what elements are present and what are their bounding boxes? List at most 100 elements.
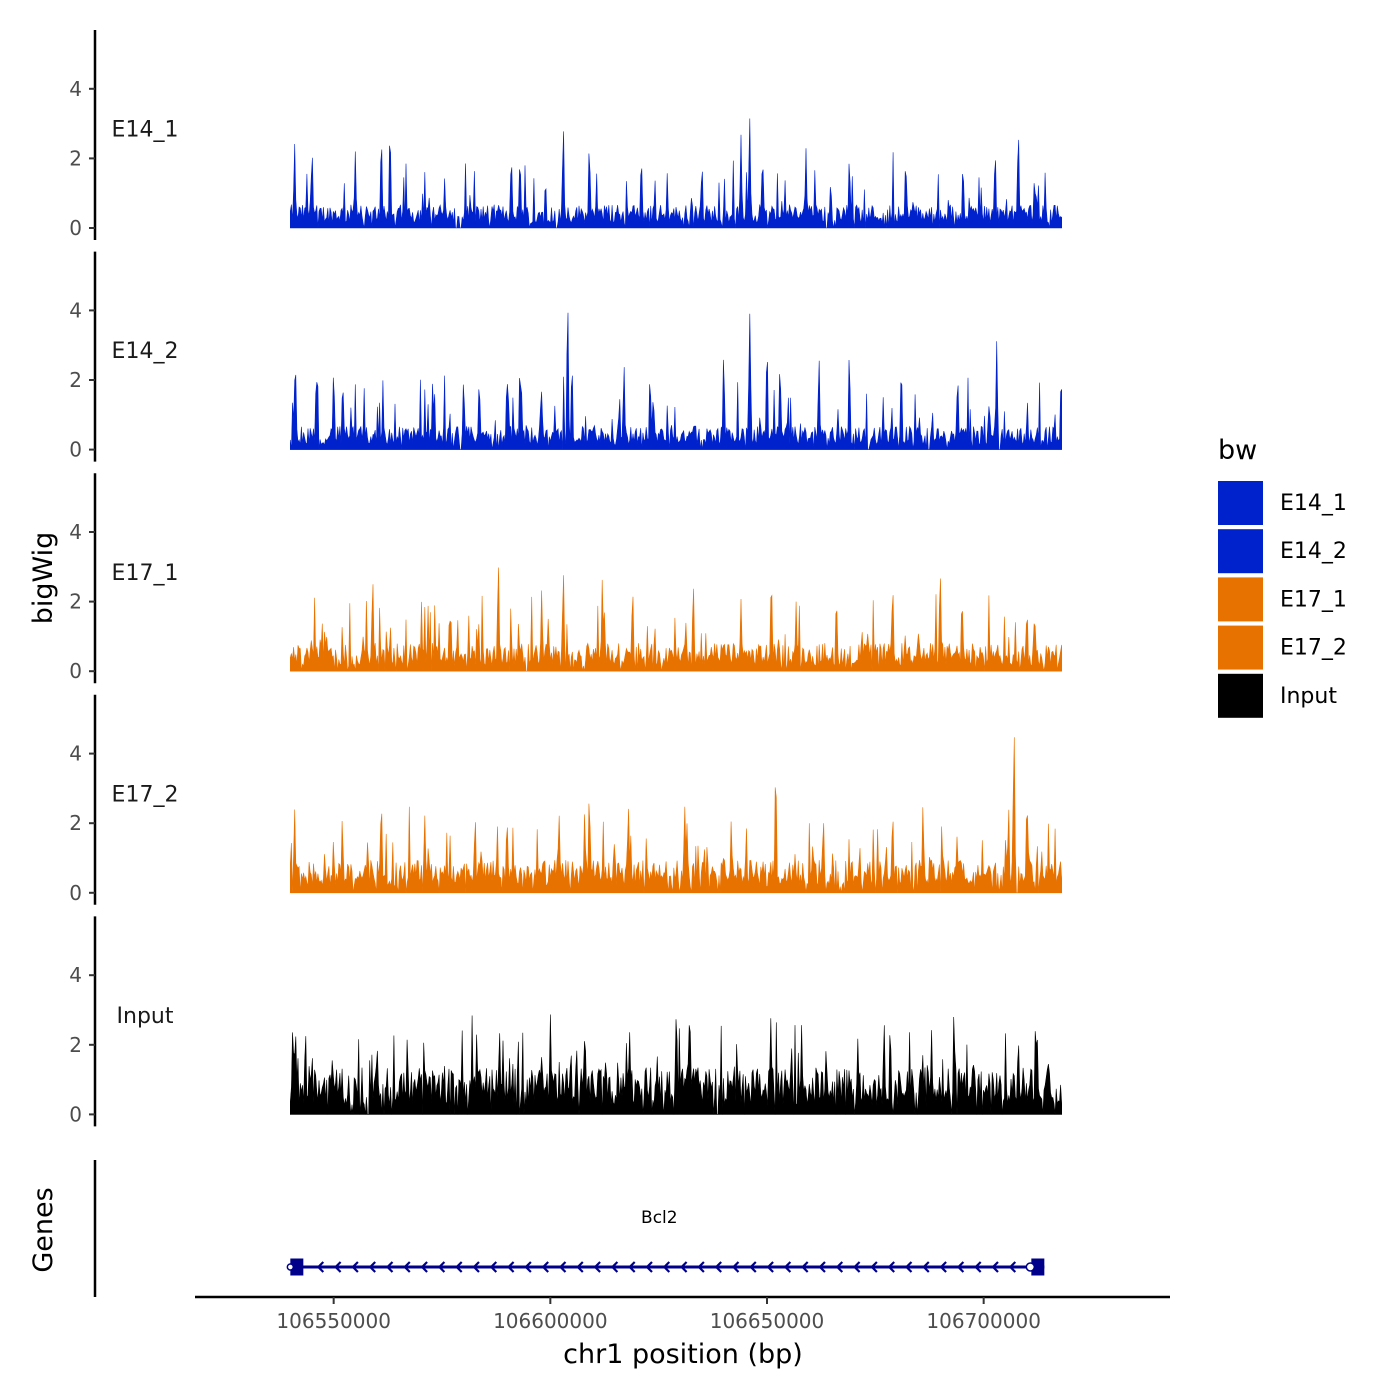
track-label: E17_1	[112, 561, 179, 586]
strand-arrow	[507, 1261, 515, 1273]
legend-item-E17_2: E17_2	[1218, 625, 1347, 670]
strand-arrow	[904, 1261, 913, 1273]
y-tick-label: 2	[69, 811, 82, 835]
signal-area-E14_2	[290, 312, 1062, 450]
signal-area-E17_1	[290, 567, 1062, 672]
x-tick-label: 106550000	[276, 1309, 391, 1333]
legend: bw E14_1 E14_2 E17_1 E17_2 Input	[1218, 435, 1347, 718]
strand-arrow	[524, 1261, 532, 1273]
y-tick-label: 0	[69, 659, 82, 683]
strand-arrow	[1008, 1261, 1017, 1273]
legend-label: E14_2	[1280, 539, 1347, 564]
strand-arrow	[558, 1261, 567, 1273]
signal-area-E17_2	[290, 737, 1062, 894]
legend-title: bw	[1218, 435, 1257, 466]
strand-arrow	[766, 1261, 774, 1273]
genes-axis-title: Genes	[28, 1187, 59, 1272]
strand-arrow	[956, 1261, 965, 1273]
legend-item-E17_1: E17_1	[1218, 577, 1347, 622]
y-axis-title: bigWig	[28, 532, 59, 625]
strand-arrow	[818, 1261, 826, 1273]
y-tick-label: 0	[69, 438, 82, 462]
strand-arrow	[887, 1261, 895, 1273]
strand-arrow	[334, 1261, 342, 1273]
legend-swatch	[1218, 481, 1263, 525]
strand-arrow	[437, 1261, 446, 1273]
strand-arrow	[593, 1261, 601, 1273]
strand-arrow	[974, 1261, 982, 1273]
strand-arrow	[714, 1261, 722, 1273]
legend-item-E14_2: E14_2	[1218, 529, 1347, 574]
strand-arrow	[351, 1261, 359, 1273]
legend-swatch	[1218, 577, 1263, 622]
strand-arrow	[385, 1261, 394, 1273]
y-tick-label: 0	[69, 216, 82, 240]
gene-end-marker	[1025, 1262, 1036, 1272]
strand-arrow	[472, 1261, 480, 1273]
signal-area-Input	[290, 1014, 1062, 1115]
strand-arrow	[922, 1261, 930, 1273]
signal-area-E14_1	[290, 118, 1062, 229]
y-tick-label: 2	[69, 368, 82, 392]
exon	[290, 1258, 304, 1276]
strand-arrow	[645, 1261, 653, 1273]
gene-start-marker	[286, 1263, 295, 1271]
y-tick-label: 4	[69, 77, 82, 101]
legend-item-E14_1: E14_1	[1218, 481, 1347, 525]
x-tick-label: 106700000	[926, 1309, 1041, 1333]
strand-arrow	[541, 1261, 549, 1273]
strand-arrow	[316, 1261, 325, 1273]
strand-arrow	[368, 1261, 376, 1273]
strand-arrow	[731, 1261, 740, 1273]
strand-arrow	[853, 1261, 861, 1273]
track-E14_1: 0 2 4 E14_1	[69, 30, 1062, 240]
strand-arrow	[749, 1261, 757, 1273]
legend-swatch	[1218, 625, 1263, 670]
y-tick-label: 2	[69, 1033, 82, 1057]
y-tick-label: 0	[69, 881, 82, 905]
legend-label: Input	[1280, 684, 1337, 709]
track-label: Input	[117, 1004, 174, 1029]
strand-arrow	[489, 1261, 498, 1273]
track-E17_2: 0 2 4 E17_2	[69, 694, 1062, 905]
strand-arrow	[697, 1261, 705, 1273]
track-Input: 0 2 4 Input	[69, 916, 1062, 1127]
strand-arrow	[576, 1261, 584, 1273]
track-panels: 0 2 4 E14_1 0 2 4 E14_2 0 2 4 E17_1 0 2 4 E17_2 0 2 4 Input	[69, 30, 1062, 1127]
track-label: E14_1	[112, 118, 179, 143]
track-label: E17_2	[112, 782, 179, 807]
strand-arrow	[680, 1261, 688, 1273]
strand-arrow	[420, 1261, 428, 1273]
x-axis: 106550000 106600000 106650000 106700000	[195, 1295, 1170, 1333]
x-axis-title: chr1 position (bp)	[563, 1339, 803, 1370]
track-label: E14_2	[112, 339, 179, 364]
strand-arrow	[662, 1261, 671, 1273]
y-tick-label: 4	[69, 963, 82, 987]
strand-arrow	[801, 1261, 809, 1273]
y-tick-label: 2	[69, 146, 82, 170]
strand-arrow	[455, 1261, 463, 1273]
strand-arrow	[610, 1261, 619, 1273]
x-tick-label: 106600000	[493, 1309, 608, 1333]
strand-arrow	[870, 1261, 878, 1273]
exon	[1031, 1258, 1045, 1276]
legend-item-Input: Input	[1218, 673, 1337, 718]
y-tick-label: 0	[69, 1102, 82, 1126]
track-E17_1: 0 2 4 E17_1	[69, 473, 1062, 684]
strand-arrow	[991, 1261, 999, 1273]
legend-swatch	[1218, 673, 1263, 718]
track-E14_2: 0 2 4 E14_2	[69, 251, 1062, 462]
strand-arrow	[939, 1261, 947, 1273]
strand-arrow	[783, 1261, 792, 1273]
strand-arrow	[403, 1261, 411, 1273]
legend-swatch	[1218, 529, 1263, 574]
strand-arrow	[628, 1261, 636, 1273]
gene-label: Bcl2	[641, 1208, 678, 1228]
y-tick-label: 4	[69, 520, 82, 544]
legend-label: E17_1	[1280, 587, 1347, 612]
legend-label: E14_1	[1280, 491, 1347, 516]
y-tick-label: 2	[69, 590, 82, 614]
legend-label: E17_2	[1280, 636, 1347, 661]
genes-panel: Bcl2	[93, 1160, 1045, 1297]
